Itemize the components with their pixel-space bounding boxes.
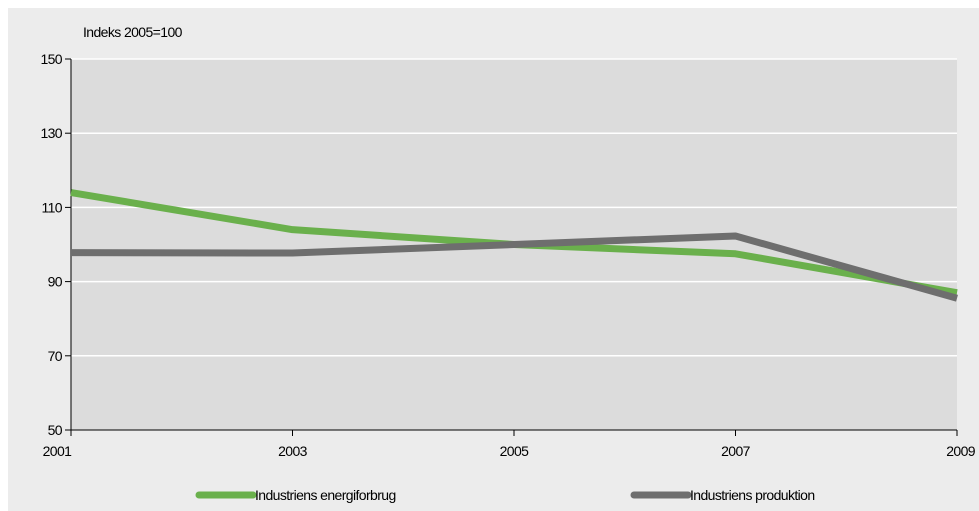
x-tick-label: 2007 [721,443,751,459]
x-tick-label: 2003 [278,443,308,459]
x-tick-labels: 2001 2003 2005 2007 2009 [43,443,977,459]
y-unit-label: Indeks 2005=100 [83,24,183,40]
series-lines [70,189,958,302]
legend-label-2: Industriens produktion [690,487,815,503]
series-line-2 [70,232,958,302]
y-tick-label: 130 [40,125,62,141]
legend-label-1: Industriens energiforbrug [255,487,396,503]
y-tick-label: 70 [48,348,63,364]
y-tick-label: 150 [40,51,62,67]
y-tick-label: 110 [41,199,62,215]
y-tick-label: 90 [48,274,63,290]
x-tick-label: 2009 [946,443,976,459]
y-tick-label: 50 [48,422,63,438]
axes [65,58,958,436]
x-tick-label: 2001 [43,443,73,459]
x-tick-label: 2005 [500,443,530,459]
legend: Industriens energiforbrug Industriens pro… [195,487,815,503]
y-tick-labels: 50 70 90 110 130 150 [40,51,63,438]
gridlines [71,58,957,357]
